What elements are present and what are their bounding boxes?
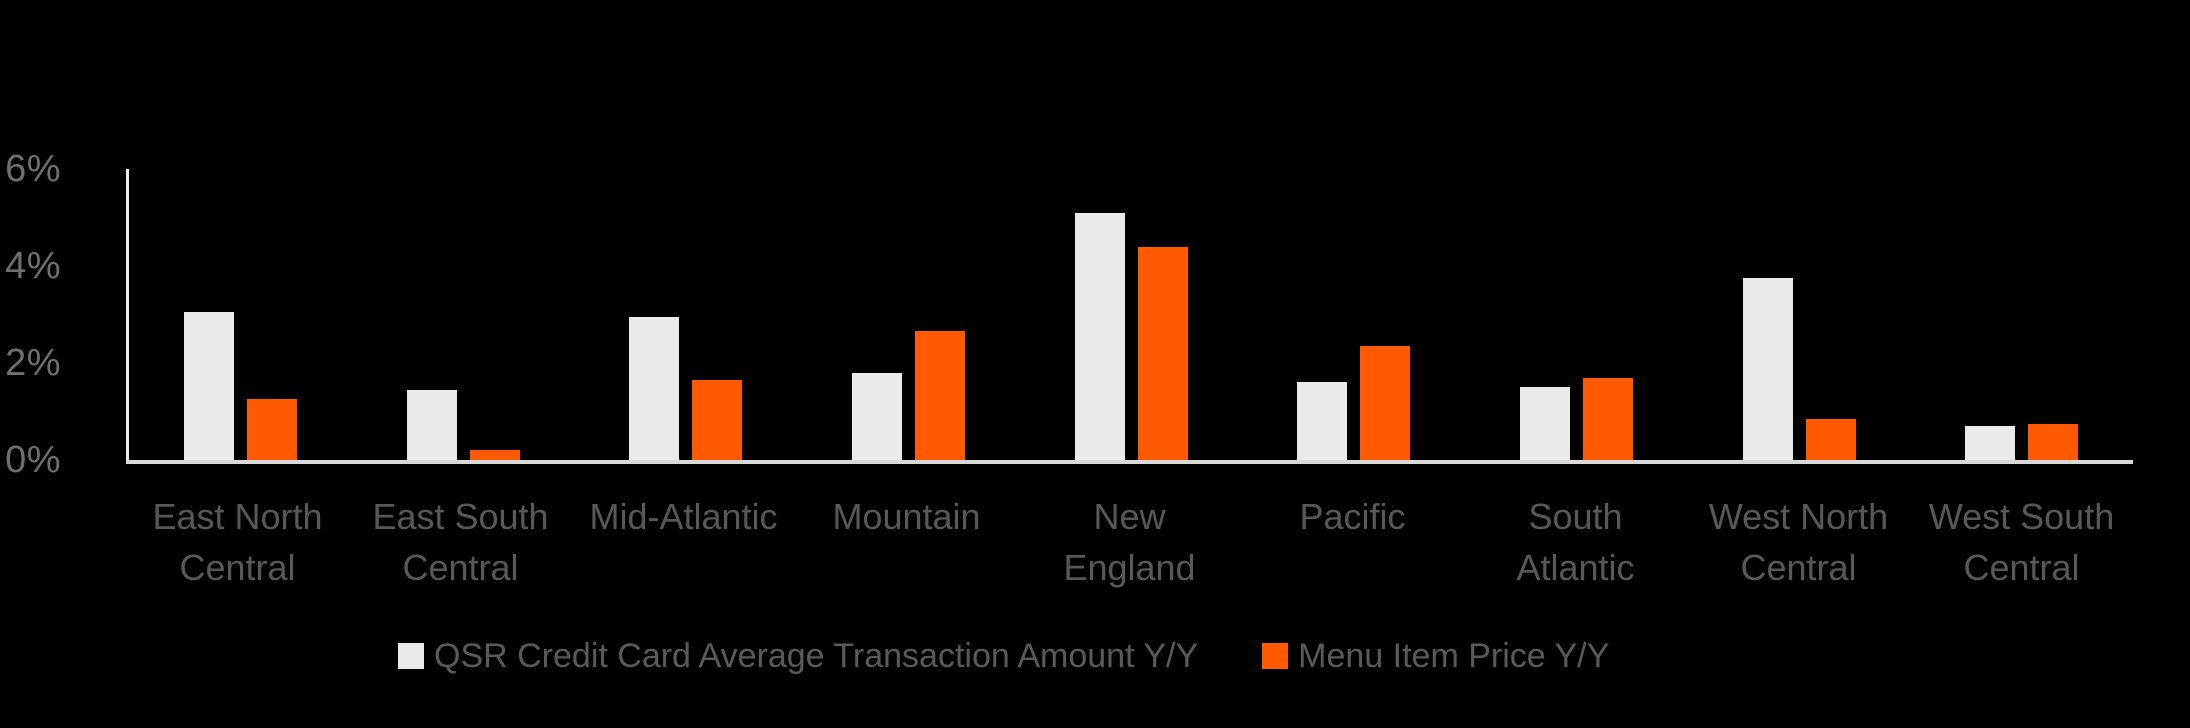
bar-qsr-transaction-amount [1074,212,1125,460]
bar-group [797,169,1020,460]
bar-group [352,169,575,460]
y-tick-label: 2% [5,342,61,384]
x-category-label: South Atlantic [1516,496,1635,588]
legend-entry-transaction-amount: QSR Credit Card Average Transaction Amou… [398,636,1198,676]
x-axis-category-labels: East North Central East South Central Mid-At… [126,491,2133,593]
bar-menu-item-price [1360,346,1411,460]
x-category-label: West North Central [1708,496,1889,588]
bar-menu-item-price [1582,377,1633,460]
bar-groups [129,169,2133,460]
bar-qsr-transaction-amount [406,389,457,460]
bar-qsr-transaction-amount [1519,387,1570,460]
x-category-label: East North Central [152,496,323,588]
legend-swatch-transaction-amount [398,643,424,669]
x-category-label: Mid-Atlantic [589,496,778,537]
bar-group [574,169,797,460]
bar-qsr-transaction-amount [1965,426,2016,460]
bar-group [1020,169,1243,460]
x-category-label: Mountain [832,496,981,537]
x-category-label: East South Central [372,496,549,588]
y-tick-label: 0% [5,439,61,481]
x-category-label: West South Central [1928,496,2115,588]
bar-menu-item-price [914,331,965,460]
legend-label-transaction-amount: QSR Credit Card Average Transaction Amou… [434,637,1199,675]
plot-area [126,169,2133,464]
bar-group [1910,169,2133,460]
x-axis-line [126,460,2133,464]
y-tick-label: 6% [5,148,61,190]
legend-entry-menu-item-price: Menu Item Price Y/Y [1262,636,1609,676]
bar-qsr-transaction-amount [183,312,234,460]
bar-menu-item-price [1137,246,1188,460]
bar-qsr-transaction-amount [851,372,902,460]
bar-qsr-transaction-amount [1297,382,1348,460]
x-category-label: New England [1063,496,1196,588]
x-category-label: Pacific [1299,496,1406,537]
bar-group [129,169,352,460]
bar-menu-item-price [1805,418,1856,460]
bar-menu-item-price [2028,423,2079,460]
y-tick-label: 4% [5,245,61,287]
bar-group [1688,169,1911,460]
bar-group [1242,169,1465,460]
bar-qsr-transaction-amount [629,316,680,460]
bar-menu-item-price [469,450,520,460]
y-axis-tick-labels: 6% 4% 2% 0% [0,148,95,481]
legend-swatch-menu-item-price [1262,643,1289,669]
legend-label-menu-item-price: Menu Item Price Y/Y [1298,637,1610,675]
bar-group [1465,169,1688,460]
y-axis-line [126,169,129,462]
bar-menu-item-price [692,379,743,460]
bar-menu-item-price [246,399,297,460]
legend: QSR Credit Card Average Transaction Amou… [398,636,1609,676]
bar-qsr-transaction-amount [1742,278,1793,460]
